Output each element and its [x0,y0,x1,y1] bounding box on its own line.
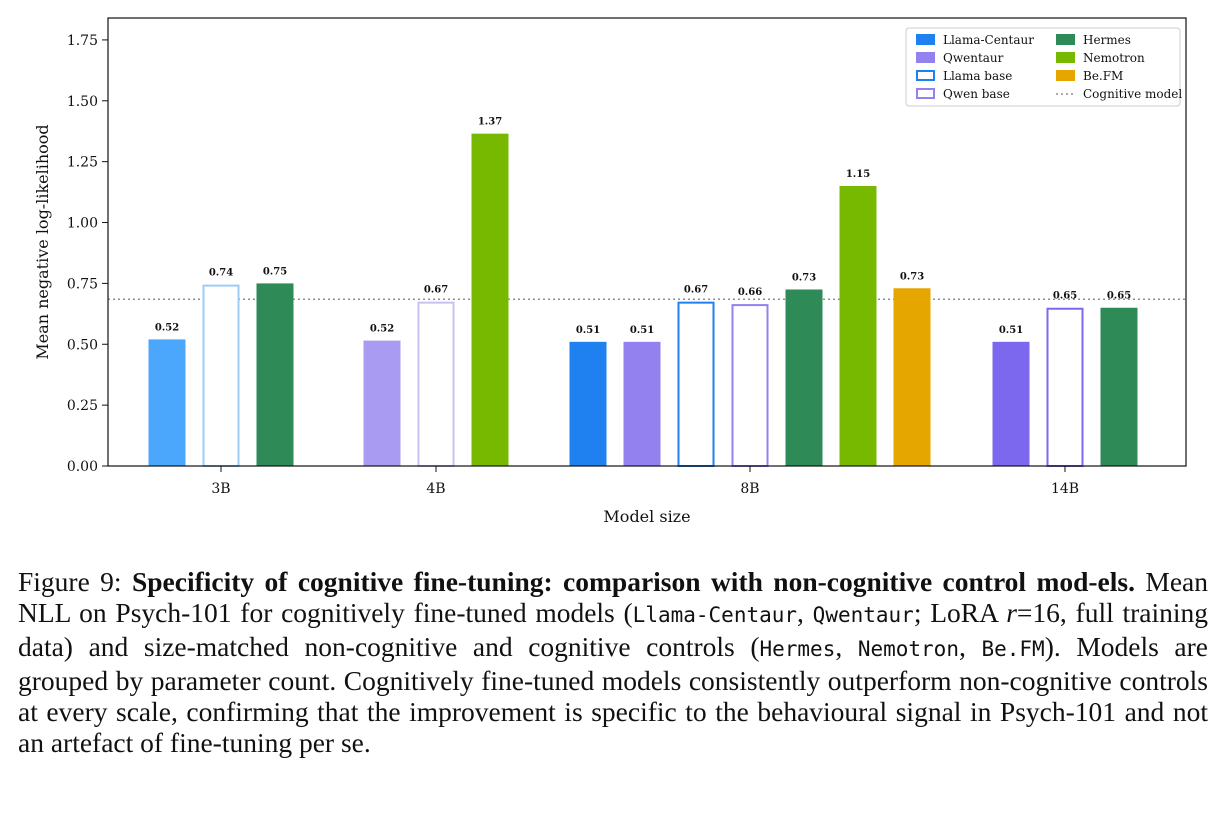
caption-model-nemotron: Nemotron [857,637,959,661]
legend-swatch [916,70,935,81]
legend-swatch [916,88,935,99]
bar-3b-hermes [256,283,294,466]
bar-value-label: 0.51 [630,325,654,336]
y-tick-label: 1.00 [67,216,98,232]
legend-label: Nemotron [1083,51,1145,65]
bar-value-label: 1.15 [846,169,870,180]
legend-box [905,27,1181,107]
bar-value-label: 0.74 [209,268,233,279]
plot-area: 0.00 0.25 0.50 0.75 1.00 1.25 1.50 1.75 0.52 0.74… [33,17,1187,526]
bar-value-label: 0.52 [155,322,179,333]
bar-value-label: 1.37 [478,117,502,128]
bar-value-label: 0.75 [263,266,287,277]
bar-value-label: 0.65 [1107,291,1131,302]
y-tick-label: 1.50 [67,94,98,110]
y-tick-label: 0.50 [67,337,98,353]
bar-8b-llama-base [677,301,715,467]
caption-model-hermes: Hermes [759,637,836,661]
legend-swatch [1056,52,1075,63]
legend-swatch [916,34,935,45]
caption-text-6: , [958,631,982,662]
legend-label: Qwentaur [943,51,1004,65]
legend-label: Llama-Centaur [943,33,1034,47]
x-tick-label: 8B [740,481,759,497]
y-axis-title: Mean negative log-likelihood [33,124,52,359]
y-tick-label: 0.75 [67,276,98,292]
legend-swatch [1056,34,1075,45]
bar-value-label: 0.52 [370,324,394,335]
caption-model-llama-centaur: Llama-Centaur [632,603,798,627]
y-tick-label: 0.00 [67,459,98,475]
bar-8b-hermes [785,289,823,466]
x-axis-title: Model size [603,507,690,526]
caption-text-3: ; LoRA [913,597,1007,628]
x-tick-label: 14B [1051,481,1079,497]
legend-label: Cognitive model [1083,87,1182,101]
bar-8b-be-fm [893,288,931,466]
y-tick-label: 0.25 [67,398,98,414]
bar-value-label: 0.51 [999,325,1023,336]
caption-var-r: r [1006,597,1017,628]
y-tick-label: 1.25 [67,155,98,171]
caption-text-4: =16, full training data) and size-matche… [18,597,1209,662]
bar-value-label: 0.51 [576,325,600,336]
plot-frame [107,17,1187,467]
caption-title: Specificity of cognitive fine-tuning: co… [131,566,1135,597]
caption-model-qwentaur: Qwentaur [812,603,914,627]
bar-value-label: 0.66 [738,287,762,298]
bar-4b-nemotron [471,133,509,467]
legend-label: Be.FM [1083,69,1123,83]
bar-3b-llama-base [202,284,240,468]
legend-label: Qwen base [943,87,1010,101]
bar-value-label: 0.73 [792,272,816,283]
caption-model-befm: Be.FM [981,637,1045,661]
y-tick-label: 1.75 [67,33,98,49]
bar-8b-llama-centaur [569,341,607,466]
bar-14b-qwentaur [992,341,1030,466]
legend-swatch [916,52,935,63]
legend-label: Llama base [943,69,1012,83]
bar-8b-qwen-base [731,304,769,467]
bar-value-label: 0.67 [684,285,708,296]
bar-chart: 0.00 0.25 0.50 0.75 1.00 1.25 1.50 1.75 0.52 0.74… [33,17,1187,526]
bar-4b-qwen-base [417,301,455,467]
bar-3b-llama-centaur [148,339,186,466]
legend-label: Hermes [1083,33,1131,47]
bar-14b-qwen-base [1046,307,1084,467]
bar-4b-qwentaur [363,340,401,466]
legend-swatch [1056,70,1075,81]
bar-8b-qwentaur [623,341,661,466]
figure-caption: Figure 9: Specificity of cognitive fine-… [18,566,1208,758]
bar-value-label: 0.67 [424,285,448,296]
bar-value-label: 0.73 [900,271,924,282]
x-tick-label: 4B [426,481,445,497]
caption-text-1: Mean NLL on Psych-101 for cognitively fi… [18,566,1208,628]
bar-14b-hermes [1100,307,1138,466]
caption-text-2: , [797,597,813,628]
bar-value-label: 0.65 [1053,291,1077,302]
figure-label: Figure 9: [18,566,122,597]
bar-8b-nemotron [839,186,877,466]
caption-text-5: , [835,631,858,662]
caption-text-7: ). Models are grouped by parameter count… [18,631,1208,758]
x-tick-label: 3B [211,481,230,497]
